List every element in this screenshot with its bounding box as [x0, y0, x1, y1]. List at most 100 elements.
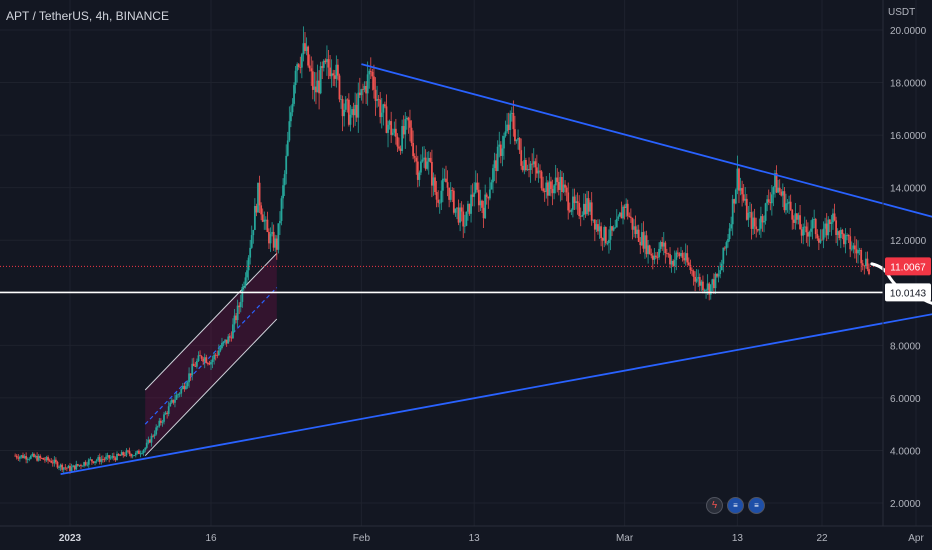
candle-body	[863, 265, 866, 267]
candle-body	[391, 132, 394, 135]
candle-body	[750, 212, 753, 229]
candle-body	[586, 198, 588, 215]
candle-body	[76, 464, 79, 466]
candle-body	[48, 460, 51, 462]
candle-body	[769, 201, 772, 204]
channel-upper-line	[144, 253, 278, 391]
candle-body	[286, 140, 289, 156]
candle-body	[761, 216, 764, 223]
candle-body	[109, 457, 112, 459]
time-axis[interactable]: 202316Feb13Mar1322Apr1019	[59, 533, 932, 544]
candle-body	[253, 205, 256, 230]
candle-body	[415, 157, 418, 162]
candle-body	[127, 450, 129, 452]
candle-body	[402, 126, 405, 135]
candles	[14, 26, 870, 474]
candle-body	[626, 203, 629, 216]
candle-body	[185, 386, 187, 390]
candle-body	[833, 213, 836, 221]
candle-body	[579, 216, 582, 217]
candle-body	[534, 161, 537, 168]
candle-body	[485, 194, 488, 198]
candle-body	[285, 155, 288, 175]
candle-body	[139, 453, 142, 455]
candle-body	[87, 459, 90, 465]
candle-body	[258, 182, 261, 206]
candle-body	[813, 219, 816, 220]
candle-body	[550, 181, 552, 189]
candle-body	[572, 196, 574, 210]
candle-body	[753, 217, 756, 227]
candle-body	[448, 187, 451, 200]
candle-body	[70, 467, 73, 472]
candle-body	[199, 355, 201, 357]
candle-body	[69, 465, 71, 472]
candle-body	[401, 126, 404, 151]
candle-body	[47, 457, 49, 461]
candle-body	[250, 235, 253, 248]
candle-body	[589, 202, 592, 212]
candle-body	[606, 242, 609, 244]
candle-body	[686, 253, 689, 263]
candle-body	[396, 136, 399, 147]
candle-body	[575, 201, 577, 203]
y-tick-label: 16.0000	[890, 131, 927, 142]
candle-body	[623, 206, 626, 208]
y-tick-label: 14.0000	[890, 184, 927, 195]
candle-body	[385, 106, 388, 133]
candle-body	[766, 199, 769, 204]
candle-body	[344, 99, 347, 110]
candle-body	[15, 455, 18, 458]
us-flag-icon[interactable]: ≡	[727, 497, 744, 514]
candle-body	[407, 117, 410, 121]
price-channel-drawing	[144, 253, 278, 457]
candle-body	[341, 99, 344, 117]
descending-trend-line	[361, 63, 932, 218]
candle-body	[155, 427, 158, 435]
y-tick-label: 6.0000	[890, 394, 921, 405]
candle-body	[738, 168, 740, 191]
candle-body	[62, 467, 65, 470]
candle-body	[561, 177, 563, 193]
candle-body	[509, 113, 512, 131]
candle-body	[217, 350, 220, 356]
candle-body	[645, 235, 648, 255]
candle-body	[490, 182, 493, 190]
candle-body	[774, 173, 776, 188]
candle-body	[467, 203, 469, 212]
candle-body	[177, 394, 179, 396]
candle-body	[106, 455, 109, 457]
candle-body	[717, 274, 720, 277]
candle-body	[814, 219, 817, 235]
candle-body	[263, 219, 266, 222]
x-tick-label: Apr	[908, 533, 924, 544]
candle-body	[664, 242, 667, 254]
us-flag-icon[interactable]: ≡	[748, 497, 765, 514]
candle-body	[221, 342, 223, 349]
candle-body	[197, 355, 200, 362]
y-tick-label: 18.0000	[890, 79, 927, 90]
candle-body	[288, 121, 291, 141]
candle-body	[387, 124, 389, 133]
candle-body	[58, 467, 60, 468]
candle-body	[760, 216, 762, 229]
candle-body	[656, 257, 659, 258]
candle-body	[673, 259, 676, 266]
candle-body	[125, 450, 128, 456]
candle-body	[487, 197, 490, 199]
candle-body	[164, 412, 167, 415]
candle-body	[236, 305, 239, 321]
candle-body	[669, 254, 671, 265]
candle-body	[520, 150, 523, 166]
candle-body	[722, 247, 725, 264]
candle-body	[775, 173, 778, 193]
candle-body	[355, 104, 358, 118]
symbol-title[interactable]: APT / TetherUS, 4h, BINANCE	[6, 9, 169, 23]
candle-body	[855, 249, 858, 254]
candle-body	[637, 229, 640, 242]
candle-body	[123, 455, 126, 456]
candle-body	[84, 462, 87, 465]
lightning-icon[interactable]: ϟ	[706, 497, 723, 514]
candle-body	[37, 455, 40, 461]
